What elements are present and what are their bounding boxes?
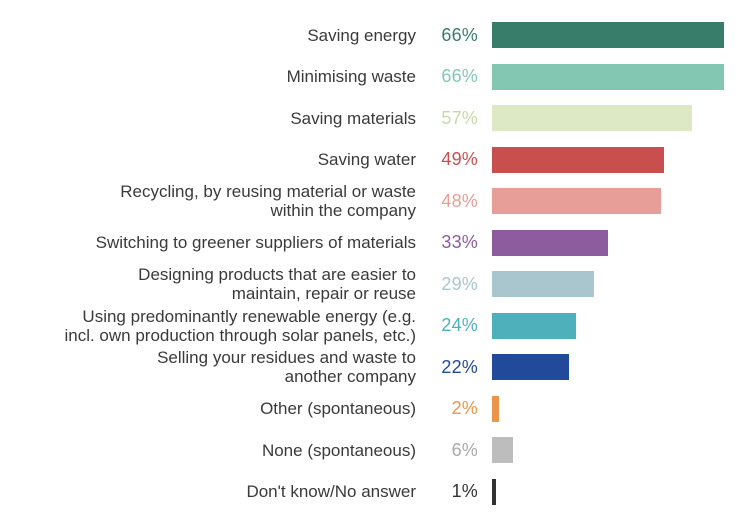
bar [492, 271, 594, 297]
category-label: Don't know/No answer [246, 482, 416, 501]
category-label: Recycling, by reusing material or waste … [120, 182, 416, 220]
value-label: 22% [441, 356, 478, 377]
bar [492, 63, 724, 90]
category-label: Switching to greener suppliers of materi… [95, 233, 416, 252]
bar [492, 146, 665, 173]
bar [492, 478, 496, 505]
bar-row: None (spontaneous) 6% [0, 430, 750, 470]
bar-row: Saving water 49% [0, 140, 750, 180]
bar [492, 395, 500, 422]
category-label: Selling your residues and waste to anoth… [157, 348, 416, 386]
category-label: Saving materials [290, 108, 416, 128]
value-label: 2% [451, 398, 478, 418]
value-label: 57% [441, 107, 478, 128]
value-label: 24% [441, 315, 478, 335]
category-label: Saving energy [307, 25, 416, 45]
bar [492, 354, 570, 380]
bar [492, 312, 577, 339]
bar-row: Minimising waste 66% [0, 57, 750, 97]
bar [492, 229, 608, 256]
value-label: 48% [441, 190, 478, 211]
value-label: 1% [451, 481, 478, 501]
bar-row: Recycling, by reusing material or waste … [0, 181, 750, 221]
bar [492, 105, 693, 131]
bar-row: Other (spontaneous) 2% [0, 389, 750, 429]
bar-row: Don't know/No answer 1% [0, 472, 750, 512]
value-label: 6% [451, 439, 478, 460]
category-label: Minimising waste [286, 67, 416, 86]
value-label: 66% [441, 24, 478, 45]
bar-row: Selling your residues and waste to anoth… [0, 347, 750, 387]
value-label: 33% [441, 232, 478, 252]
bar [492, 188, 661, 214]
value-label: 66% [441, 66, 478, 86]
bar-row: Using predominantly renewable energy (e.… [0, 306, 750, 346]
category-label: Using predominantly renewable energy (e.… [64, 306, 416, 345]
value-label: 29% [441, 273, 478, 294]
category-label: None (spontaneous) [261, 440, 416, 460]
bar [492, 437, 514, 463]
bar-row: Designing products that are easier to ma… [0, 264, 750, 304]
category-label: Designing products that are easier to ma… [138, 265, 416, 303]
bar [492, 22, 724, 48]
bar-row: Saving materials 57% [0, 98, 750, 138]
bar-row: Switching to greener suppliers of materi… [0, 223, 750, 263]
value-label: 49% [441, 149, 478, 169]
category-label: Saving water [317, 150, 416, 169]
bar-row: Saving energy 66% [0, 15, 750, 55]
category-label: Other (spontaneous) [260, 399, 416, 418]
